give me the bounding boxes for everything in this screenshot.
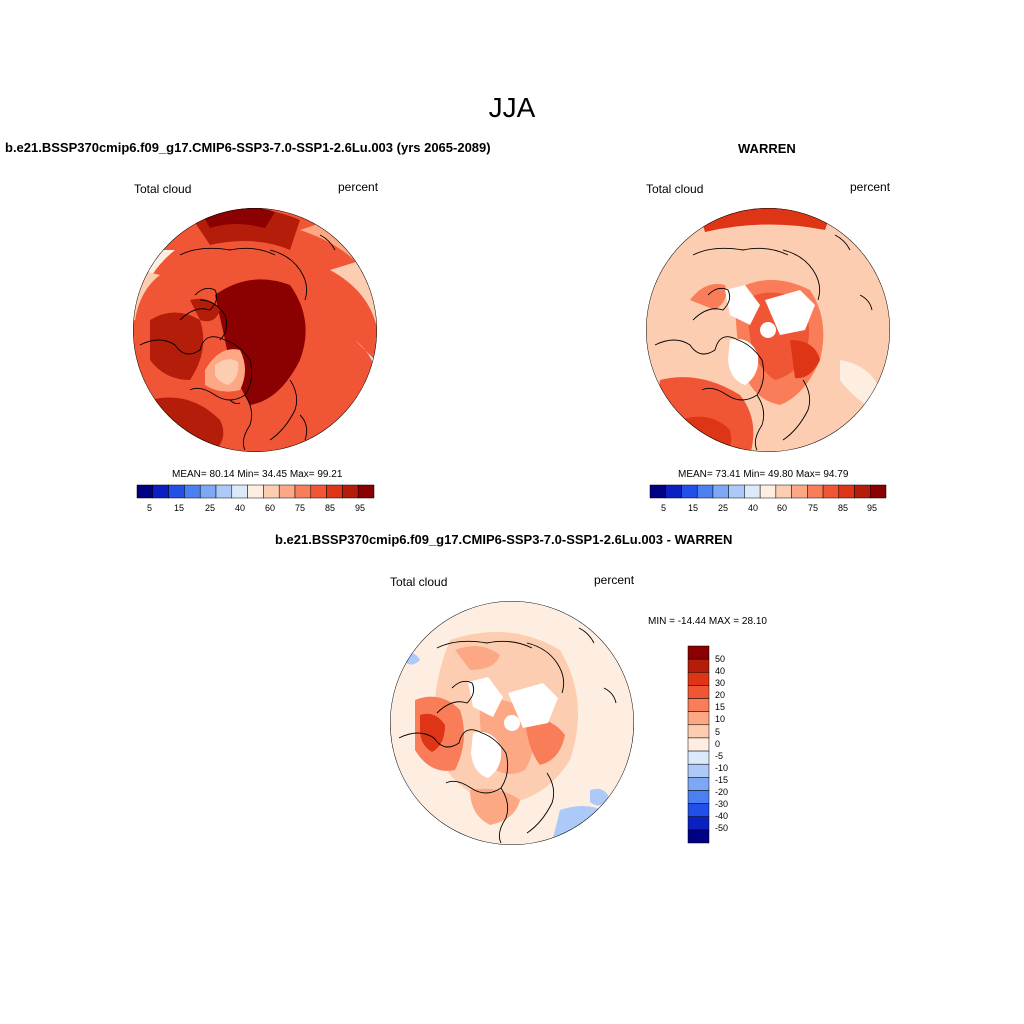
colorbar-swatch — [744, 484, 761, 499]
colorbar-tick: 85 — [325, 503, 336, 513]
colorbar-tick: -15 — [715, 775, 729, 785]
colorbar-tick: 85 — [838, 503, 849, 513]
colorbar-tick: 30 — [715, 678, 726, 688]
panel-1-units: percent — [338, 180, 379, 194]
colorbar-swatch — [687, 750, 710, 765]
colorbar-tick: 40 — [748, 503, 759, 513]
colorbar-swatch — [687, 803, 710, 817]
colorbar-tick: -50 — [715, 823, 729, 833]
panel-1-variable: Total cloud — [134, 182, 192, 196]
colorbar-swatch — [278, 484, 296, 499]
colorbar-tick: 40 — [235, 503, 246, 513]
colorbar-swatch — [231, 484, 248, 499]
colorbar-swatch — [696, 484, 714, 499]
colorbar-swatch — [687, 816, 710, 831]
colorbar-swatch — [687, 658, 710, 673]
panel-2-title: WARREN — [738, 141, 796, 156]
colorbar-tick: 25 — [718, 503, 729, 513]
colorbar-tick: 15 — [688, 503, 699, 513]
colorbar-swatch — [807, 484, 824, 499]
colorbar-swatch — [791, 484, 808, 499]
panel-3-units: percent — [594, 573, 635, 587]
colorbar-tick: 25 — [205, 503, 216, 513]
colorbar-tick: 5 — [147, 503, 153, 513]
panel-3-colorbar — [687, 645, 710, 844]
panel-2-units: percent — [850, 180, 891, 194]
colorbar-swatch — [681, 484, 698, 499]
colorbar-swatch — [687, 829, 710, 844]
colorbar-tick: 20 — [715, 690, 726, 700]
colorbar-swatch — [665, 484, 682, 499]
colorbar-swatch — [294, 484, 312, 499]
colorbar-swatch — [687, 724, 710, 739]
colorbar-swatch — [326, 484, 343, 499]
panel-1-colorbar — [136, 484, 375, 499]
colorbar-swatch — [152, 484, 169, 499]
colorbar-swatch — [357, 484, 375, 499]
panel-3-stats: MIN = -14.44 MAX = 28.10 — [648, 616, 767, 627]
colorbar-tick: 40 — [715, 666, 726, 676]
panel-1-stats: MEAN= 80.14 Min= 34.45 Max= 99.21 — [172, 469, 343, 480]
colorbar-tick: 0 — [715, 739, 721, 749]
colorbar-swatch — [687, 790, 710, 804]
panel-2-variable: Total cloud — [646, 182, 704, 196]
panel-2-stats: MEAN= 73.41 Min= 49.80 Max= 94.79 — [678, 469, 849, 480]
colorbar-tick: 15 — [715, 702, 726, 712]
colorbar-swatch — [870, 484, 887, 499]
colorbar-swatch — [687, 698, 710, 712]
colorbar-swatch — [854, 484, 871, 499]
colorbar-swatch — [342, 484, 359, 499]
colorbar-tick: 95 — [355, 503, 366, 513]
colorbar-swatch — [168, 484, 185, 499]
colorbar-swatch — [712, 484, 729, 499]
colorbar-swatch — [136, 484, 154, 499]
colorbar-swatch — [263, 484, 280, 499]
colorbar-swatch — [687, 685, 710, 699]
colorbar-tick: 10 — [715, 714, 726, 724]
colorbar-swatch — [728, 484, 745, 499]
panel-3-title: b.e21.BSSP370cmip6.f09_g17.CMIP6-SSP3-7.… — [275, 532, 733, 547]
colorbar-tick: 75 — [295, 503, 306, 513]
colorbar-swatch — [199, 484, 217, 499]
colorbar-tick: 50 — [715, 654, 726, 664]
colorbar-tick: 95 — [867, 503, 878, 513]
colorbar-swatch — [759, 484, 777, 499]
colorbar-swatch — [184, 484, 201, 499]
colorbar-swatch — [687, 711, 710, 726]
colorbar-tick: 60 — [777, 503, 788, 513]
colorbar-swatch — [247, 484, 264, 499]
colorbar-swatch — [310, 484, 327, 499]
colorbar-tick: 5 — [715, 727, 721, 737]
colorbar-swatch — [822, 484, 840, 499]
colorbar-tick: 75 — [808, 503, 819, 513]
colorbar-tick: -5 — [715, 751, 724, 761]
colorbar-swatch — [687, 763, 710, 778]
colorbar-swatch — [687, 645, 710, 660]
panel-1-title: b.e21.BSSP370cmip6.f09_g17.CMIP6-SSP3-7.… — [5, 140, 491, 155]
colorbar-tick: 60 — [265, 503, 276, 513]
colorbar-swatch — [687, 777, 710, 791]
colorbar-tick: 5 — [661, 503, 667, 513]
colorbar-tick: -30 — [715, 799, 729, 809]
panel-3-map — [390, 601, 634, 845]
colorbar-tick: -10 — [715, 763, 729, 773]
colorbar-swatch — [215, 484, 233, 499]
colorbar-tick: 15 — [174, 503, 185, 513]
colorbar-tick: -20 — [715, 787, 729, 797]
colorbar-swatch — [687, 737, 710, 752]
panel-2-map — [646, 208, 890, 452]
colorbar-swatch — [775, 484, 792, 499]
colorbar-tick: -40 — [715, 811, 729, 821]
panel-2-colorbar — [649, 484, 887, 499]
colorbar-swatch — [649, 484, 666, 499]
panel-3-variable: Total cloud — [390, 575, 448, 589]
panel-1-map — [133, 208, 377, 452]
figure-title: JJA — [488, 92, 536, 123]
colorbar-swatch — [687, 672, 710, 686]
colorbar-swatch — [838, 484, 855, 499]
